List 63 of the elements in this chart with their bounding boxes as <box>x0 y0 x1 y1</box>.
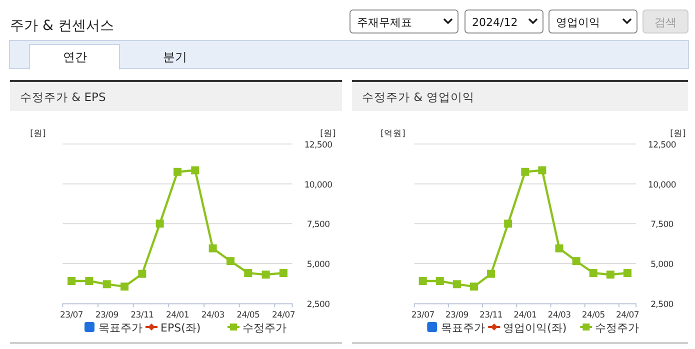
y2-tick-label: 12,500 <box>648 140 676 150</box>
point <box>606 270 614 279</box>
point <box>623 269 632 278</box>
x-tick-label: 24/07 <box>272 310 295 320</box>
point <box>589 269 598 278</box>
point <box>244 269 252 278</box>
y2-tick-label: 7,500 <box>650 220 674 230</box>
point <box>226 257 234 266</box>
x-tick-label: 24/01 <box>514 310 537 320</box>
y2-tick-label: 5,000 <box>306 260 330 270</box>
legend-label: 수정주가 <box>242 322 286 334</box>
point <box>487 270 496 278</box>
y2-tick-label: 2,500 <box>650 300 674 310</box>
point <box>279 269 288 278</box>
point <box>521 168 530 176</box>
x-tick-label: 24/01 <box>166 310 189 320</box>
x-tick-label: 23/07 <box>60 310 84 320</box>
point <box>208 244 217 252</box>
legend-label: EPS(좌) <box>160 322 201 334</box>
x-tick-label: 23/11 <box>130 310 154 320</box>
x-tick-label: 23/09 <box>445 310 468 320</box>
y2-tick-label: 12,500 <box>304 140 332 150</box>
point <box>436 277 444 285</box>
page-controls: 주가 & 컨센서스 주재무제표 2024/12 영업이익 검색 연간 분기 <box>9 10 689 70</box>
legend-label: 목표주가 <box>441 322 486 334</box>
x-tick-label: 23/09 <box>95 310 118 320</box>
legend-label: 영업이익(좌) <box>503 322 567 334</box>
y2-tick-label: 2,500 <box>306 300 330 310</box>
point <box>85 277 94 285</box>
legend-label: 목표주가 <box>98 322 142 334</box>
x-tick-label: 24/03 <box>201 310 224 320</box>
y2-tick-label: 7,500 <box>306 220 330 230</box>
chart-title: 수정주가 & 영업이익 <box>362 90 474 104</box>
point <box>156 220 164 228</box>
point <box>504 220 512 228</box>
y-axis-title: [원] <box>30 129 46 139</box>
point <box>174 168 182 176</box>
x-tick-label: 23/11 <box>480 310 503 320</box>
point <box>470 282 478 291</box>
y-axis-title: [억원] <box>380 129 406 139</box>
point <box>191 166 200 174</box>
y2-tick-label: 5,000 <box>650 260 674 270</box>
y2-axis-title: [원] <box>320 129 336 139</box>
point <box>262 270 270 279</box>
x-tick-label: 24/03 <box>548 310 571 320</box>
legend-label: 수정주가 <box>595 322 640 334</box>
point <box>538 166 546 174</box>
point <box>68 277 76 285</box>
y2-tick-label: 10,000 <box>304 180 332 190</box>
point <box>418 277 427 285</box>
x-tick-label: 24/05 <box>236 310 260 320</box>
y2-axis-title: [원] <box>670 129 686 139</box>
point <box>572 257 580 266</box>
chart-title: 수정주가 & EPS <box>20 90 106 104</box>
point <box>452 280 461 288</box>
x-tick-label: 23/07 <box>411 310 434 320</box>
point <box>102 280 111 288</box>
x-tick-label: 24/07 <box>616 310 639 320</box>
point <box>138 270 146 278</box>
point <box>120 282 129 291</box>
x-tick-label: 24/05 <box>582 310 605 320</box>
point <box>555 244 564 252</box>
y2-tick-label: 10,000 <box>648 180 676 190</box>
